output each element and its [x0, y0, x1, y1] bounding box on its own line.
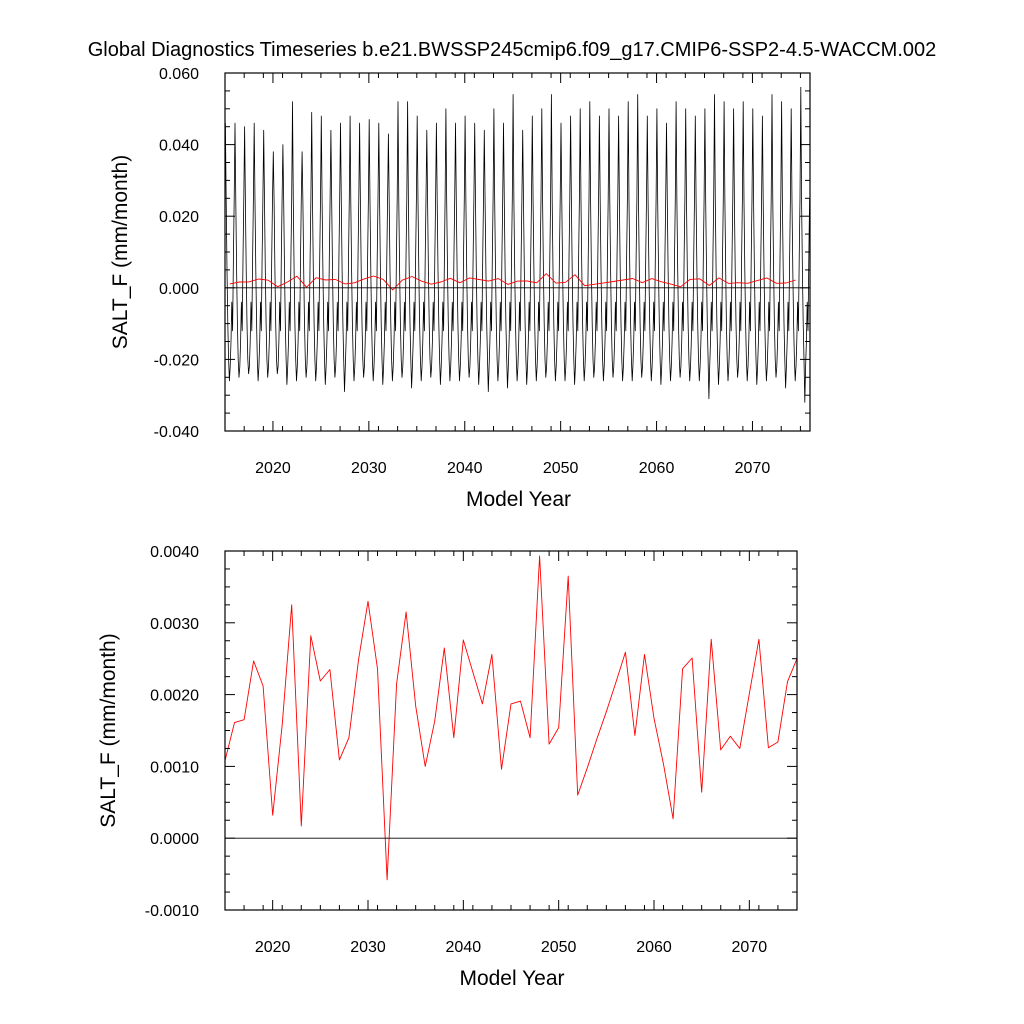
bottom-annual-mean-panel: 2020 2030 2040 2050 2060 2070 -0.0010 0.0000 0.0… [97, 544, 798, 990]
y-tick-label: 0.0040 [150, 544, 199, 561]
x-tick-label: 2020 [255, 460, 291, 477]
page-title: Global Diagnostics Timeseries b.e21.BWSS… [88, 39, 937, 61]
plot-frame [224, 550, 798, 911]
x-tick-label: 2050 [541, 939, 577, 956]
y-tick-label: 0.000 [159, 281, 199, 298]
y-tick-label: -0.040 [154, 424, 199, 441]
series-line-annual-mean [224, 555, 798, 881]
x-tick-label: 2070 [735, 460, 771, 477]
x-axis-label: Model Year [459, 967, 564, 990]
y-axis-label: SALT_F (mm/month) [109, 155, 132, 349]
y-tick-label: 0.0030 [150, 616, 199, 633]
y-tick-label: 0.0020 [150, 688, 199, 705]
y-axis-label: SALT_F (mm/month) [97, 633, 120, 827]
series-line-annual-mean [229, 273, 796, 291]
x-tick-label: 2060 [639, 460, 675, 477]
x-axis-label: Model Year [466, 488, 571, 511]
x-tick-label: 2040 [446, 939, 482, 956]
x-tick-label: 2070 [732, 939, 768, 956]
y-tick-label: 0.060 [159, 66, 199, 83]
x-tick-label: 2060 [636, 939, 672, 956]
x-tick-label: 2020 [255, 939, 291, 956]
y-tick-label: -0.020 [154, 352, 199, 369]
y-tick-label: 0.0000 [150, 831, 199, 848]
x-tick-label: 2030 [350, 939, 386, 956]
y-tick-label: 0.040 [159, 138, 199, 155]
x-tick-label: 2050 [543, 460, 579, 477]
y-tick-label: 0.020 [159, 209, 199, 226]
x-tick-label: 2030 [351, 460, 387, 477]
x-tick-label: 2040 [447, 460, 483, 477]
top-timeseries-panel: 2020 2030 2040 2050 2060 2070 -0.040 -0.020 0.00… [109, 66, 811, 511]
y-tick-label: 0.0010 [150, 759, 199, 776]
series-line-monthly [225, 86, 810, 403]
y-tick-label: -0.0010 [145, 903, 199, 920]
